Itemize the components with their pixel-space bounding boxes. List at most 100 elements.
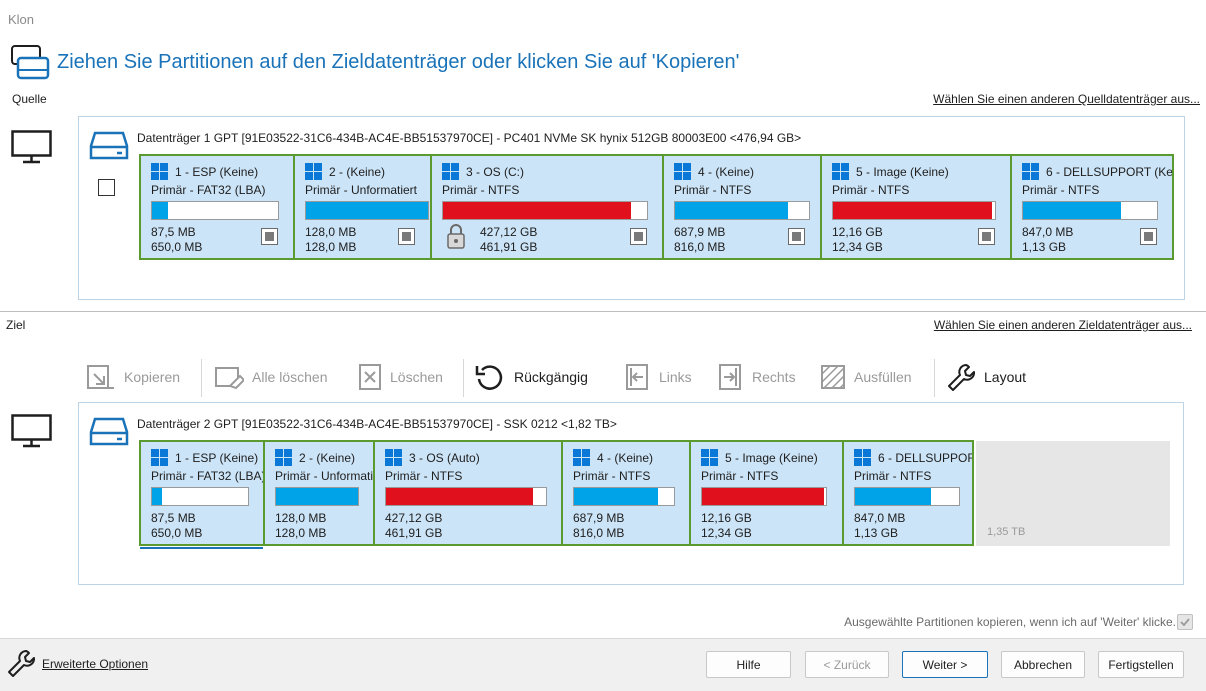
- undo-label: Rückgängig: [514, 369, 588, 385]
- partition-used: 87,5 MB: [151, 225, 196, 239]
- partition-used: 847,0 MB: [1022, 225, 1074, 239]
- wrench-icon: [948, 364, 976, 391]
- partition-title: 3 - OS (C:): [442, 163, 524, 180]
- partition-checkbox[interactable]: [1140, 228, 1157, 245]
- partition-usage-fill: [386, 488, 534, 505]
- source-computer-icon: [11, 130, 53, 167]
- partition-total: 816,0 MB: [674, 240, 726, 254]
- partition-type: Primär - NTFS: [854, 469, 932, 483]
- partition-used: 427,12 GB: [385, 511, 443, 525]
- copy-button[interactable]: Kopieren: [86, 362, 180, 392]
- partition-used: 687,9 MB: [573, 511, 625, 525]
- windows-icon: [1022, 163, 1039, 180]
- source-disk-icon: [89, 130, 129, 165]
- partition-checkbox[interactable]: [630, 228, 647, 245]
- next-button[interactable]: Weiter >: [902, 651, 988, 678]
- windows-icon: [573, 449, 590, 466]
- cancel-button[interactable]: Abbrechen: [1001, 651, 1085, 678]
- window-title: Klon: [8, 12, 35, 27]
- back-button[interactable]: < Zurück: [805, 651, 889, 678]
- partition-checkbox[interactable]: [261, 228, 278, 245]
- source-partition-4[interactable]: 4 - (Keine) Primär - NTFS 687,9 MB 816,0 MB: [662, 154, 822, 260]
- partition-total: 461,91 GB: [480, 240, 538, 254]
- source-label: Quelle: [12, 92, 47, 106]
- partition-usage-fill: [702, 488, 824, 505]
- source-disk-info: Datenträger 1 GPT [91E03522-31C6-434B-AC…: [137, 131, 802, 145]
- target-partition-5[interactable]: 5 - Image (Keine) Primär - NTFS 12,16 GB 12…: [689, 440, 845, 546]
- partition-used: 128,0 MB: [305, 225, 357, 239]
- move-left-label: Links: [659, 369, 692, 385]
- partition-usage-bar: [674, 201, 810, 220]
- partition-used: 427,12 GB: [480, 225, 538, 239]
- partition-usage-bar: [275, 487, 359, 506]
- partition-total: 461,91 GB: [385, 526, 443, 540]
- change-target-link[interactable]: Wählen Sie einen anderen Zieldatenträger…: [933, 318, 1192, 332]
- selected-partition-indicator: [140, 547, 263, 549]
- layout-button[interactable]: Layout: [946, 362, 1026, 392]
- advanced-options-link[interactable]: Erweiterte Optionen: [42, 657, 149, 671]
- partition-usage-bar: [701, 487, 827, 506]
- partition-used: 687,9 MB: [674, 225, 726, 239]
- partition-checkbox[interactable]: [978, 228, 995, 245]
- copy-note: Ausgewählte Partitionen kopieren, wenn i…: [844, 615, 1176, 629]
- partition-type: Primär - NTFS: [701, 469, 779, 483]
- partition-title: 1 - ESP (Keine): [151, 163, 258, 180]
- source-disk-checkbox[interactable]: [98, 179, 115, 196]
- windows-icon: [701, 449, 718, 466]
- checkmark-icon: [1180, 618, 1190, 627]
- move-right-label: Rechts: [752, 369, 796, 385]
- target-partition-3[interactable]: 3 - OS (Auto) Primär - NTFS 427,12 GB 461,9…: [373, 440, 563, 546]
- copy-icon: [87, 365, 114, 389]
- delete-all-button[interactable]: Alle löschen: [214, 362, 328, 392]
- source-partition-3[interactable]: 3 - OS (C:) Primär - NTFS 427,12 GB 461,91 …: [430, 154, 664, 260]
- partition-checkbox[interactable]: [788, 228, 805, 245]
- partition-type: Primär - NTFS: [832, 183, 910, 197]
- partition-usage-bar: [151, 201, 279, 220]
- partition-type: Primär - Unformatiert: [305, 183, 418, 197]
- windows-icon: [674, 163, 691, 180]
- partition-usage-fill: [855, 488, 931, 505]
- partition-usage-fill: [443, 202, 631, 219]
- fill-button[interactable]: Ausfüllen: [820, 362, 912, 392]
- lock-icon: [447, 224, 465, 249]
- move-right-button[interactable]: Rechts: [718, 362, 796, 392]
- source-partition-2[interactable]: 2 - (Keine) Primär - Unformatiert 128,0 MB…: [293, 154, 432, 260]
- windows-icon: [854, 449, 871, 466]
- partition-total: 128,0 MB: [275, 526, 327, 540]
- partition-type: Primär - FAT32 (LBA): [151, 183, 266, 197]
- move-left-button[interactable]: Links: [625, 362, 692, 392]
- finish-button[interactable]: Fertigstellen: [1098, 651, 1184, 678]
- target-partition-1[interactable]: 1 - ESP (Keine) Primär - FAT32 (LBA) 87,5 …: [139, 440, 265, 546]
- target-partition-2[interactable]: 2 - (Keine) Primär - Unformatiert 128,0 MB…: [263, 440, 375, 546]
- undo-button[interactable]: Rückgängig: [474, 362, 588, 392]
- partition-total: 816,0 MB: [573, 526, 625, 540]
- partition-used: 87,5 MB: [151, 511, 196, 525]
- windows-icon: [305, 163, 322, 180]
- partition-title: 6 - DELLSUPPORT (Keine): [1022, 163, 1172, 180]
- help-button[interactable]: Hilfe: [706, 651, 791, 678]
- partition-type: Primär - NTFS: [385, 469, 463, 483]
- partition-usage-fill: [833, 202, 992, 219]
- partition-checkbox[interactable]: [398, 228, 415, 245]
- change-source-link[interactable]: Wählen Sie einen anderen Quelldatenträge…: [933, 92, 1200, 106]
- partition-usage-fill: [152, 202, 169, 219]
- partition-type: Primär - Unformatiert: [275, 469, 374, 483]
- toolbar-separator: [934, 359, 935, 397]
- source-partition-6[interactable]: 6 - DELLSUPPORT (Keine) Primär - NTFS 847,…: [1010, 154, 1174, 260]
- partition-usage-fill: [675, 202, 788, 219]
- undo-icon: [475, 365, 503, 390]
- unallocated-space[interactable]: 1,35 TB: [976, 441, 1170, 546]
- target-partition-4[interactable]: 4 - (Keine) Primär - NTFS 687,9 MB 816,0 MB: [561, 440, 691, 546]
- target-partition-6[interactable]: 6 - DELLSUPPORT (Keine) Primär - NTFS 847,…: [842, 440, 974, 546]
- source-partition-1[interactable]: 1 - ESP (Keine) Primär - FAT32 (LBA) 87,5 …: [139, 154, 295, 260]
- partition-title: 3 - OS (Auto): [385, 449, 480, 466]
- copy-selected-checkbox[interactable]: [1177, 614, 1193, 630]
- partition-title: 5 - Image (Keine): [701, 449, 818, 466]
- delete-button[interactable]: Löschen: [358, 362, 443, 392]
- windows-icon: [151, 449, 168, 466]
- source-partition-5[interactable]: 5 - Image (Keine) Primär - NTFS 12,16 GB 12…: [820, 154, 1012, 260]
- target-disk-info: Datenträger 2 GPT [91E03522-31C6-434B-AC…: [137, 417, 617, 431]
- clone-disks-icon: [10, 44, 52, 82]
- partition-title: 2 - (Keine): [275, 449, 355, 466]
- fill-label: Ausfüllen: [854, 369, 912, 385]
